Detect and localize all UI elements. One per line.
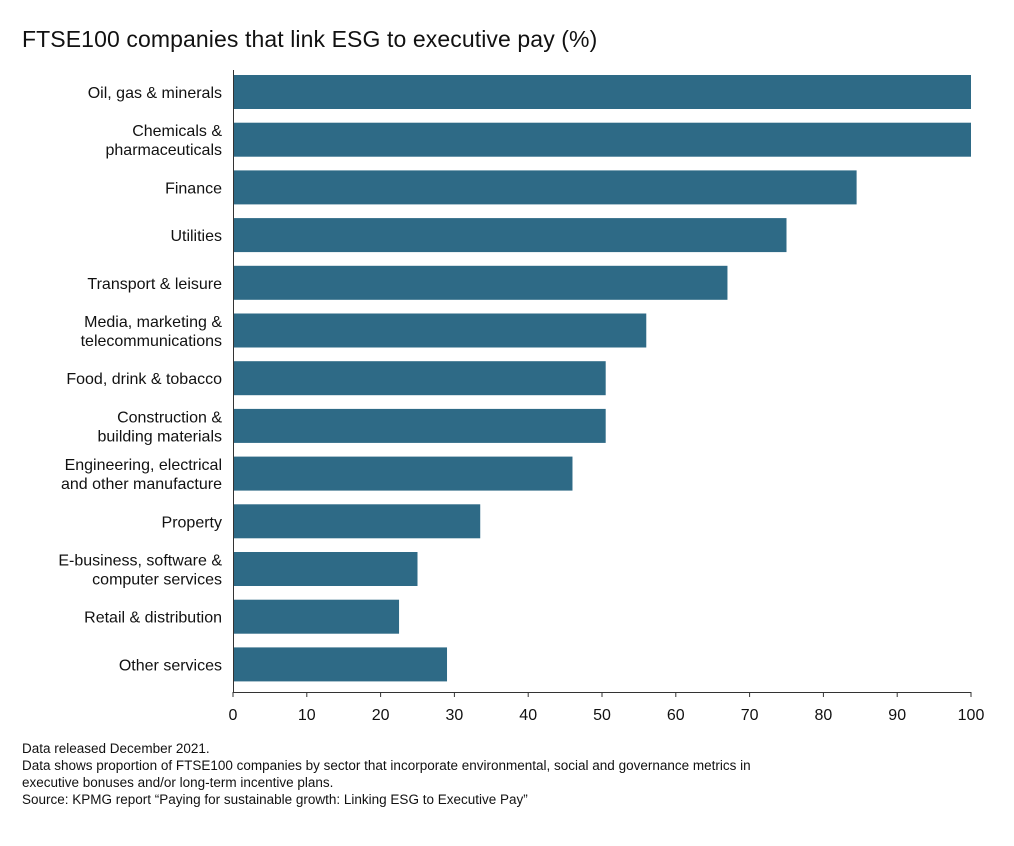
category-label-10-line-1: computer services: [92, 572, 222, 589]
x-tick-label-7: 70: [741, 707, 759, 724]
note-release-date: Data released December 2021.: [22, 741, 210, 756]
bar-3: [233, 218, 787, 253]
category-label-8-line-1: and other manufacture: [61, 476, 222, 493]
category-label-12-line-0: Other services: [119, 657, 222, 674]
bar-5: [233, 313, 647, 348]
chart-title: FTSE100 companies that link ESG to execu…: [22, 26, 598, 52]
category-label-0-line-0: Oil, gas & minerals: [88, 85, 222, 102]
x-tick-label-6: 60: [667, 707, 685, 724]
x-tick-label-2: 20: [372, 707, 390, 724]
category-labels: Oil, gas & minerals Chemicals & pharmaceut…: [58, 85, 222, 674]
x-tick-label-0: 0: [229, 707, 238, 724]
bar-0: [233, 75, 971, 109]
category-label-10-line-0: E-business, software &: [58, 553, 222, 570]
x-tick-label-9: 90: [888, 707, 906, 724]
x-tick-label-10: 100: [958, 707, 985, 724]
category-label-1-line-0: Chemicals &: [132, 123, 222, 140]
bar-9: [233, 504, 481, 539]
category-label-4-line-0: Transport & leisure: [87, 276, 222, 293]
x-tick-label-5: 50: [593, 707, 611, 724]
bar-2: [233, 170, 857, 205]
bar-1: [233, 122, 971, 157]
category-label-1-line-1: pharmaceuticals: [106, 142, 223, 159]
x-tick-label-4: 40: [519, 707, 537, 724]
bar-4: [233, 265, 728, 300]
bar-11: [233, 599, 400, 634]
x-axis-ticks: 0 10 20 30 40 50 60 70 80 90 100: [229, 692, 985, 724]
category-label-11-line-0: Retail & distribution: [84, 610, 222, 627]
category-label-7-line-1: building materials: [97, 428, 222, 445]
bar-6: [233, 361, 606, 396]
note-description-line-2: executive bonuses and/or long-term incen…: [22, 775, 334, 790]
category-label-9-line-0: Property: [162, 514, 222, 531]
category-label-6-line-0: Food, drink & tobacco: [66, 371, 222, 388]
bar-8: [233, 456, 573, 491]
category-label-8-line-0: Engineering, electrical: [65, 457, 222, 474]
category-label-3-line-0: Utilities: [170, 228, 222, 245]
bars-group: [233, 75, 971, 682]
x-tick-label-8: 80: [815, 707, 833, 724]
category-label-5-line-1: telecommunications: [81, 333, 222, 350]
category-label-7-line-0: Construction &: [117, 409, 222, 426]
category-label-5-line-0: Media, marketing &: [84, 314, 222, 331]
category-label-2-line-0: Finance: [165, 180, 222, 197]
bar-10: [233, 552, 418, 586]
note-description-line-1: Data shows proportion of FTSE100 compani…: [22, 758, 751, 773]
x-tick-label-3: 30: [446, 707, 464, 724]
note-source: Source: KPMG report “Paying for sustaina…: [22, 792, 528, 807]
x-tick-label-1: 10: [298, 707, 316, 724]
bar-7: [233, 408, 606, 443]
chart-notes: Data released December 2021. Data shows …: [22, 740, 751, 808]
bar-12: [233, 647, 448, 682]
